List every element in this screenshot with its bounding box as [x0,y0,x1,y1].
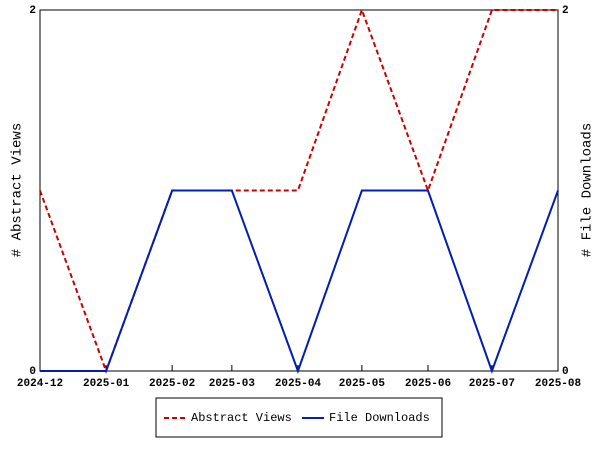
x-tick-label: 2025-08 [535,378,582,390]
x-tick-label: 2025-02 [149,378,195,390]
x-tick-label: 2025-05 [339,378,386,390]
y-tick-label: 2 [29,5,36,17]
x-tick-label: 2024-12 [17,378,63,390]
legend-text: File Downloads [329,411,430,425]
x-tick-label: 2025-07 [469,378,515,390]
legend-box [155,397,443,438]
series-line [39,7,558,374]
y-tick-label: 0 [29,366,36,378]
y2-tick-label: 0 [562,366,569,378]
series-line [40,189,559,374]
y2-axis-title: # File Downloads [580,123,596,257]
y2-tick-label: 2 [562,5,569,17]
plot-frame [39,9,559,372]
y-axis-title: # Abstract Views [10,123,26,257]
legend-text: Abstract Views [191,411,292,425]
x-tick-label: 2025-06 [405,378,451,390]
x-tick-label: 2025-01 [83,378,130,390]
x-tick-label: 2025-04 [275,378,322,390]
x-tick-label: 2025-03 [209,378,256,390]
